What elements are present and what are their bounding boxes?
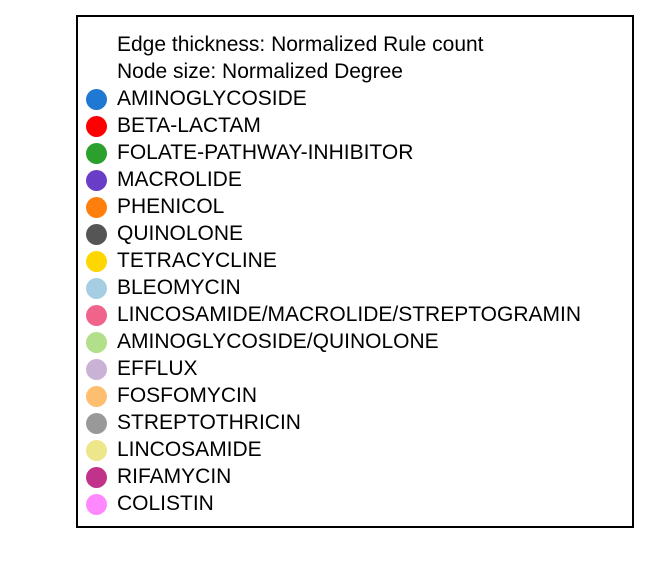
legend-swatch — [86, 439, 107, 461]
legend-item-folate-pathway-inhibitor: FOLATE-PATHWAY-INHIBITOR — [86, 141, 413, 165]
legend-item-lincosamide: LINCOSAMIDE — [86, 438, 262, 462]
legend-label: MACROLIDE — [117, 168, 242, 191]
legend-item-fosfomycin: FOSFOMYCIN — [86, 384, 257, 408]
legend-swatch — [86, 196, 107, 218]
legend-label: STREPTOTHRICIN — [117, 411, 301, 434]
legend-item-streptothricin: STREPTOTHRICIN — [86, 411, 301, 435]
legend-label: QUINOLONE — [117, 222, 244, 245]
legend-item-efflux: EFFLUX — [86, 357, 198, 381]
legend-swatch — [86, 88, 107, 110]
legend-label: EFFLUX — [117, 357, 198, 380]
legend-swatch — [86, 412, 107, 434]
legend-swatch — [86, 385, 107, 407]
legend-item-bleomycin: BLEOMYCIN — [86, 276, 241, 300]
legend-box: Edge thickness: Normalized Rule count No… — [76, 15, 634, 528]
legend-label: BLEOMYCIN — [117, 276, 241, 299]
legend-item-aminoglycoside: AMINOGLYCOSIDE — [86, 87, 307, 111]
legend-item-lincosamide-macrolide-streptogramin: LINCOSAMIDE/MACROLIDE/STREPTOGRAMIN — [86, 303, 581, 327]
legend-item-quinolone: QUINOLONE — [86, 222, 243, 246]
legend-item-colistin: COLISTIN — [86, 492, 214, 516]
legend-swatch — [86, 331, 107, 353]
legend-item-beta-lactam: BETA-LACTAM — [86, 114, 261, 138]
legend-header-edge-thickness: Edge thickness: Normalized Rule count — [117, 33, 484, 56]
legend-label: BETA-LACTAM — [117, 114, 261, 137]
legend-label: AMINOGLYCOSIDE/QUINOLONE — [117, 330, 439, 353]
legend-label: FOLATE-PATHWAY-INHIBITOR — [117, 141, 414, 164]
legend-item-rifamycin: RIFAMYCIN — [86, 465, 231, 489]
legend-label: RIFAMYCIN — [117, 465, 232, 488]
legend-swatch — [86, 142, 107, 164]
legend-label: LINCOSAMIDE/MACROLIDE/STREPTOGRAMIN — [117, 303, 582, 326]
legend-header-node-size: Node size: Normalized Degree — [117, 60, 403, 83]
legend-item-macrolide: MACROLIDE — [86, 168, 242, 192]
legend-swatch — [86, 493, 107, 515]
legend-item-tetracycline: TETRACYCLINE — [86, 249, 277, 273]
legend-label: TETRACYCLINE — [117, 249, 277, 272]
legend-swatch — [86, 169, 107, 191]
legend-swatch — [86, 304, 107, 326]
legend-item-aminoglycoside-quinolone: AMINOGLYCOSIDE/QUINOLONE — [86, 330, 439, 354]
legend-swatch — [86, 466, 107, 488]
legend-swatch — [86, 358, 107, 380]
legend-swatch — [86, 277, 107, 299]
legend-label: AMINOGLYCOSIDE — [117, 87, 307, 110]
legend-swatch — [86, 223, 107, 245]
legend-item-phenicol: PHENICOL — [86, 195, 224, 219]
legend-label: COLISTIN — [117, 492, 214, 515]
legend-label: LINCOSAMIDE — [117, 438, 262, 461]
legend-label: FOSFOMYCIN — [117, 384, 257, 407]
legend-label: PHENICOL — [117, 195, 225, 218]
legend-swatch — [86, 250, 107, 272]
legend-swatch — [86, 115, 107, 137]
